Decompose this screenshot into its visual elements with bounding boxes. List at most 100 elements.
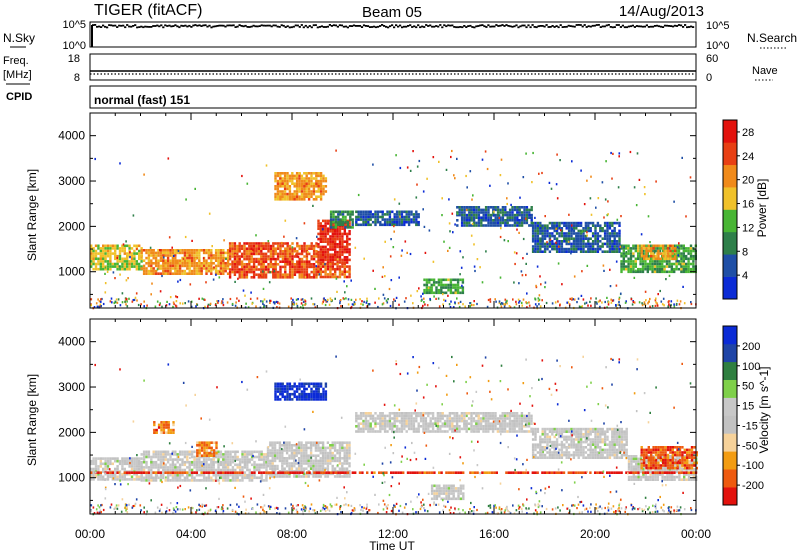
heatmap-cell bbox=[338, 459, 342, 463]
heatmap-cell bbox=[250, 247, 253, 250]
nsky-point bbox=[599, 26, 602, 28]
heatmap-cell bbox=[324, 224, 327, 228]
heatmap-cell bbox=[291, 257, 294, 261]
heatmap-cell bbox=[332, 215, 335, 219]
heatmap-cell bbox=[348, 462, 351, 465]
heatmap-cell bbox=[307, 190, 311, 193]
heatmap-cell bbox=[279, 385, 282, 388]
heatmap-cell bbox=[226, 450, 230, 454]
heatmap-cell bbox=[575, 227, 578, 230]
heatmap-cell bbox=[541, 232, 544, 235]
heatmap-cell bbox=[468, 208, 471, 212]
heatmap-cell bbox=[314, 464, 318, 468]
noise-cell bbox=[474, 269, 476, 273]
heatmap-cell bbox=[492, 208, 495, 212]
heatmap-cell bbox=[162, 249, 165, 252]
heatmap-cell bbox=[315, 179, 318, 183]
heatmap-cell bbox=[106, 249, 110, 253]
heatmap-cell bbox=[657, 244, 660, 248]
heatmap-cell bbox=[398, 218, 401, 221]
heatmap-cell bbox=[307, 395, 311, 399]
heatmap-cell bbox=[482, 213, 485, 217]
nsky-point bbox=[401, 26, 404, 29]
heatmap-cell bbox=[523, 221, 526, 225]
heatmap-cell bbox=[386, 210, 389, 214]
heatmap-cell bbox=[154, 455, 158, 459]
heatmap-cell bbox=[238, 466, 242, 469]
heatmap-cell bbox=[565, 224, 568, 227]
heatmap-cell bbox=[487, 216, 490, 219]
heatmap-cell bbox=[305, 454, 308, 457]
heatmap-cell bbox=[130, 475, 134, 479]
heatmap-cell bbox=[312, 382, 316, 386]
heatmap-cell bbox=[121, 262, 124, 266]
noise-cell bbox=[316, 235, 318, 238]
nsky-point bbox=[110, 24, 113, 27]
heatmap-cell bbox=[188, 264, 191, 268]
heatmap-cell bbox=[334, 230, 337, 233]
heatmap-cell bbox=[577, 245, 580, 248]
heatmap-cell bbox=[217, 453, 220, 456]
heatmap-cell bbox=[198, 269, 201, 273]
heatmap-cell bbox=[274, 382, 277, 386]
heatmap-cell bbox=[565, 240, 568, 243]
heatmap-cell bbox=[608, 224, 612, 227]
heatmap-cell bbox=[343, 250, 346, 254]
heatmap-cell bbox=[343, 462, 346, 465]
heatmap-cell bbox=[558, 250, 561, 253]
heatmap-cell bbox=[219, 262, 223, 265]
heatmap-cell bbox=[468, 213, 471, 217]
heatmap-cell bbox=[99, 462, 102, 466]
heatmap-cell bbox=[322, 240, 325, 243]
heatmap-cell bbox=[338, 253, 342, 256]
heatmap-cell bbox=[504, 221, 507, 225]
noise-cell bbox=[580, 306, 582, 309]
heatmap-cell bbox=[423, 278, 426, 282]
heatmap-cell bbox=[300, 451, 303, 455]
heatmap-cell bbox=[596, 247, 600, 251]
noise-cell bbox=[526, 252, 528, 255]
heatmap-cell bbox=[334, 250, 337, 254]
heatmap-cell bbox=[641, 249, 645, 253]
heatmap-cell bbox=[234, 473, 237, 477]
heatmap-cell bbox=[317, 261, 320, 264]
heatmap-cell bbox=[245, 268, 249, 271]
heatmap-cell bbox=[283, 387, 287, 391]
heatmap-cell bbox=[321, 459, 325, 463]
heatmap-cell bbox=[620, 254, 623, 258]
heatmap-cell bbox=[145, 450, 148, 454]
heatmap-cell bbox=[176, 251, 179, 255]
nsky-point bbox=[160, 24, 163, 27]
heatmap-cell bbox=[166, 272, 170, 275]
heatmap-cell bbox=[410, 213, 413, 216]
heatmap-cell bbox=[341, 232, 344, 236]
heatmap-cell bbox=[480, 221, 483, 225]
heatmap-cell bbox=[90, 265, 93, 268]
nsky-point bbox=[154, 25, 157, 27]
heatmap-cell bbox=[331, 441, 334, 444]
heatmap-cell bbox=[511, 213, 514, 217]
heatmap-cell bbox=[321, 467, 325, 470]
noise-cell bbox=[610, 151, 612, 155]
heatmap-cell bbox=[587, 242, 590, 246]
heatmap-cell bbox=[190, 479, 194, 482]
heatmap-cell bbox=[381, 210, 384, 214]
noise-cell bbox=[620, 215, 622, 218]
heatmap-cell bbox=[276, 467, 279, 470]
heatmap-cell bbox=[123, 252, 126, 255]
heatmap-cell bbox=[640, 247, 643, 250]
heatmap-cell bbox=[487, 211, 490, 214]
heatmap-cell bbox=[326, 470, 330, 473]
noise-cell bbox=[538, 298, 541, 301]
heatmap-cell bbox=[150, 479, 153, 482]
heatmap-cell bbox=[494, 216, 497, 219]
heatmap-cell bbox=[174, 479, 177, 482]
noise-cell bbox=[549, 238, 552, 241]
heatmap-cell bbox=[487, 208, 490, 212]
heatmap-cell bbox=[266, 451, 270, 455]
heatmap-cell bbox=[334, 215, 338, 219]
heatmap-cell bbox=[456, 278, 460, 282]
heatmap-cell bbox=[290, 470, 294, 473]
heatmap-cell bbox=[305, 252, 309, 256]
